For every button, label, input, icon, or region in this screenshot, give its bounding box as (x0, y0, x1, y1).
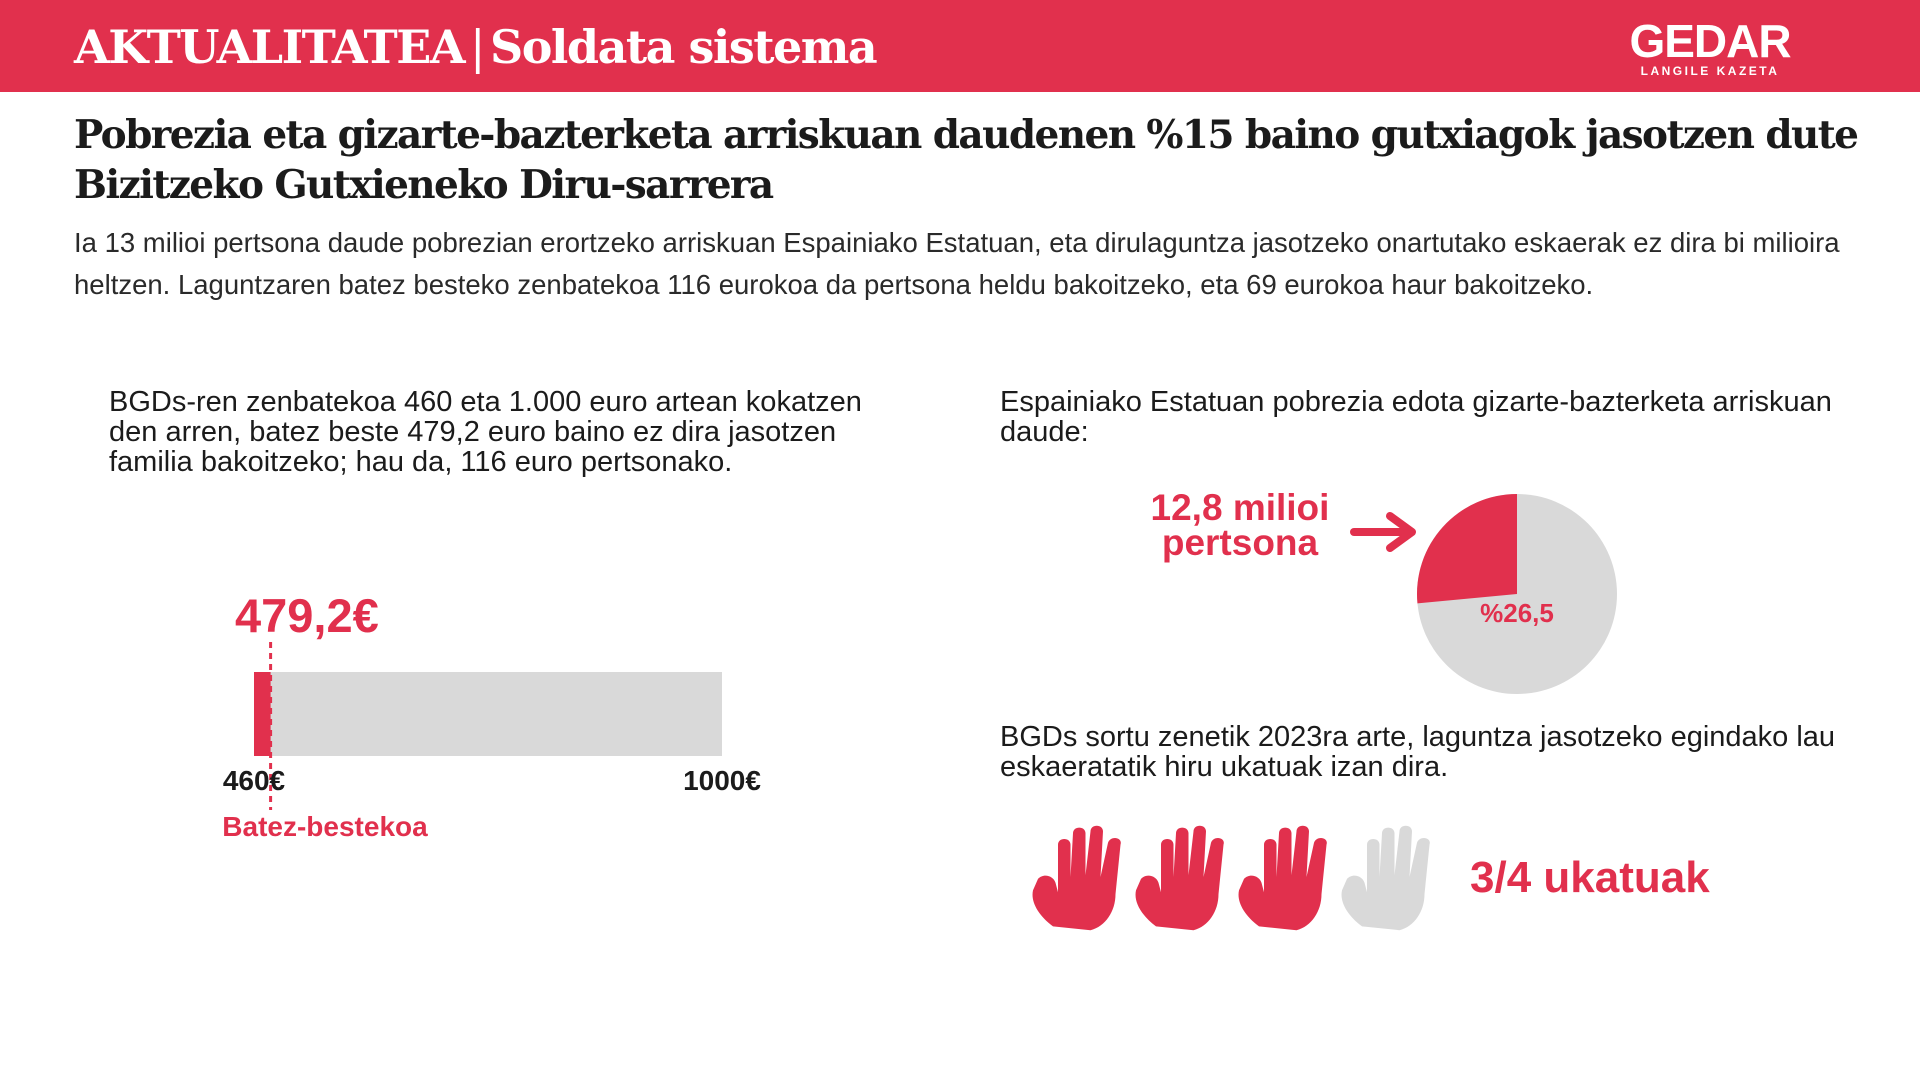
section-label: AKTUALITATEA | Soldata sistema (74, 20, 878, 74)
pie-slice-label: %26,5 (1480, 598, 1554, 628)
hand-icon-rejected (1238, 825, 1327, 931)
average-caption: Batez-bestekoa (222, 811, 428, 842)
pie-slice-at-risk (1416, 494, 1517, 604)
range-bar-track (254, 672, 722, 756)
pie-callout-line-1: 12,8 milioi (1150, 487, 1330, 528)
range-min-label: 460€ (223, 765, 286, 796)
section-topic: Soldata sistema (490, 20, 878, 74)
lede-paragraph: Ia 13 milioi pertsona daude pobrezian er… (74, 227, 1840, 300)
brand-logo[interactable]: GEDAR (1629, 15, 1791, 67)
callout-arrow-icon (1350, 512, 1416, 552)
hand-icon-accepted (1341, 825, 1430, 931)
pie-callout: 12,8 milioi pertsona (1120, 487, 1360, 563)
brand-tagline: LANGILE KAZETA (1640, 64, 1780, 78)
average-bar-fill (254, 672, 271, 756)
section-separator: | (470, 20, 486, 74)
hands-pictogram (1032, 825, 1430, 931)
pie-chart-note: Espainiako Estatuan pobrezia edota gizar… (1000, 386, 1832, 448)
headline: Pobrezia eta gizarte-bazterketa arriskua… (74, 112, 1859, 208)
average-value-label: 479,2€ (235, 589, 379, 642)
rejected-ratio-label: 3/4 ukatuak (1470, 853, 1710, 902)
section-name: AKTUALITATEA (74, 20, 466, 74)
pie-callout-line-2: pertsona (1161, 522, 1319, 563)
pie-chart: %26,5 (1416, 494, 1617, 694)
hand-icon-rejected (1135, 825, 1224, 931)
header-bar: AKTUALITATEA | Soldata sistema GEDAR LANGI… (0, 0, 1920, 92)
bar-chart-note: BGDs-ren zenbatekoa 460 eta 1.000 euro a… (109, 386, 862, 478)
pictogram-note: BGDs sortu zenetik 2023ra arte, laguntza… (1000, 721, 1836, 783)
range-bar-chart: 479,2€ 460€ 1000€ Batez-bestekoa (222, 589, 761, 842)
range-max-label: 1000€ (683, 765, 761, 796)
hand-icon-rejected (1032, 825, 1121, 931)
